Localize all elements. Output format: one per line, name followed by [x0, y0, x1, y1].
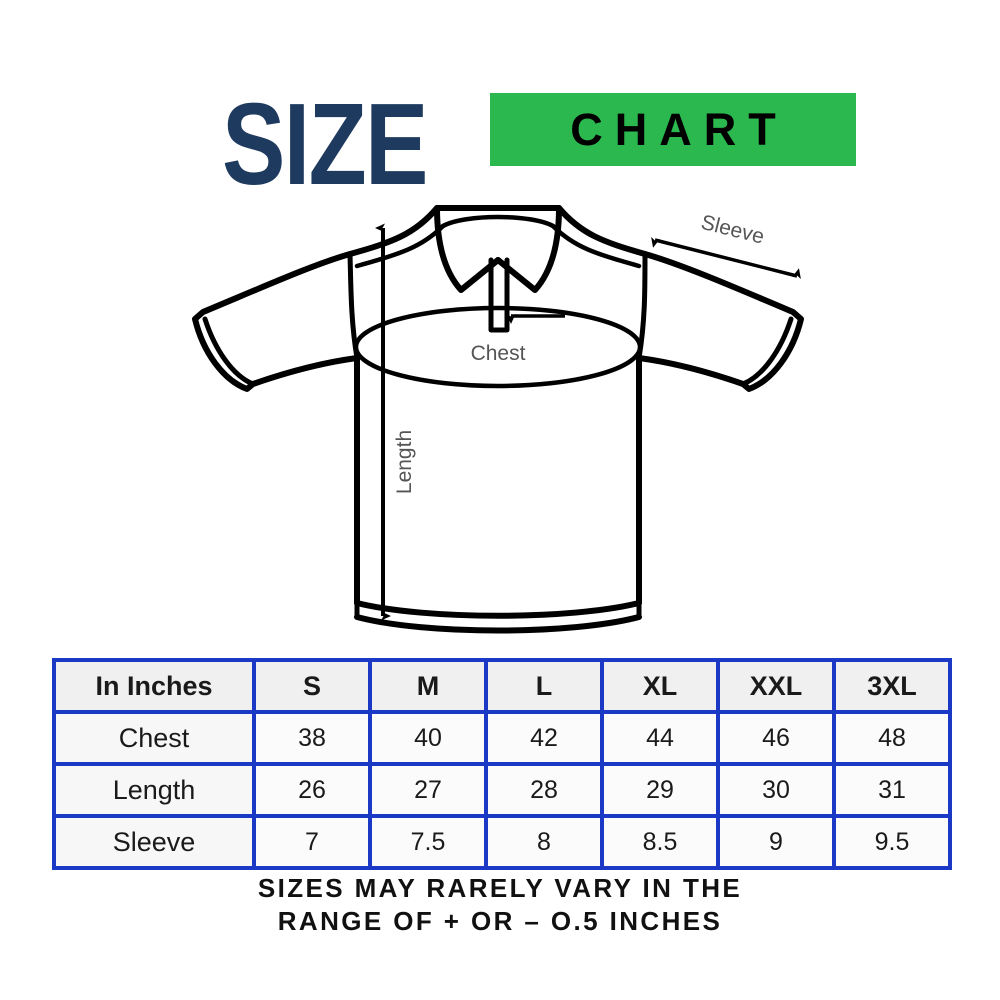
header-cell-size-xxl: XXL	[716, 658, 836, 714]
cell-sleeve-s: 7	[252, 814, 372, 870]
row-label-length: Length	[52, 762, 256, 818]
header-cell-size-m: M	[368, 658, 488, 714]
cell-sleeve-xl: 8.5	[600, 814, 720, 870]
table-row: Sleeve 7 7.5 8 8.5 9 9.5	[52, 814, 952, 870]
cell-sleeve-xxl: 9	[716, 814, 836, 870]
size-table-container: In Inches S M L XL XXL 3XL Chest 38 40 4…	[52, 658, 952, 870]
cell-chest-m: 40	[368, 710, 488, 766]
cell-length-xxl: 30	[716, 762, 836, 818]
row-label-sleeve: Sleeve	[52, 814, 256, 870]
chest-measure-ellipse	[353, 305, 643, 389]
left-shoulder-top	[347, 205, 440, 257]
length-label: Length	[393, 430, 416, 494]
disclaimer-line-2: RANGE OF + OR – O.5 INCHES	[277, 906, 723, 936]
shirt-outline-svg: Chest Length Sleeve	[192, 205, 804, 634]
title-chart-banner: CHART	[490, 93, 856, 166]
table-header-row: In Inches S M L XL XXL 3XL	[52, 658, 952, 714]
cell-chest-xxl: 46	[716, 710, 836, 766]
collar-left-point	[434, 205, 501, 293]
placket	[488, 257, 510, 333]
right-shoulder-top	[556, 205, 648, 257]
cell-sleeve-m: 7.5	[368, 814, 488, 870]
cell-sleeve-l: 8	[484, 814, 604, 870]
left-cuff-hem	[202, 316, 256, 387]
collar-right-point	[495, 205, 562, 293]
neckline-curve	[440, 214, 556, 229]
cell-chest-3xl: 48	[832, 710, 952, 766]
cell-chest-s: 38	[252, 710, 372, 766]
sleeve-arrow	[651, 236, 801, 280]
left-sleeve-outline	[192, 251, 360, 392]
table-row: Chest 38 40 42 44 46 48	[52, 710, 952, 766]
title-chart-word: CHART	[570, 104, 788, 155]
row-label-chest: Chest	[52, 710, 256, 766]
cell-chest-xl: 44	[600, 710, 720, 766]
header-cell-unit: In Inches	[52, 658, 256, 714]
sleeve-label: Sleeve	[699, 211, 767, 249]
chest-label: Chest	[471, 342, 526, 365]
disclaimer-note: SIZES MAY RARELY VARY IN THE RANGE OF + …	[0, 872, 1000, 938]
header-cell-size-s: S	[252, 658, 372, 714]
cell-length-xl: 29	[600, 762, 720, 818]
bottom-hem-inner	[354, 614, 642, 634]
title-size-word: SIZE	[222, 79, 428, 209]
table-row: Length 26 27 28 29 30 31	[52, 762, 952, 818]
cell-chest-l: 42	[484, 710, 604, 766]
size-table: In Inches S M L XL XXL 3XL Chest 38 40 4…	[52, 658, 952, 870]
cell-length-s: 26	[252, 762, 372, 818]
cell-length-l: 28	[484, 762, 604, 818]
right-cuff-hem	[740, 316, 794, 387]
header-cell-size-xl: XL	[600, 658, 720, 714]
cell-length-3xl: 31	[832, 762, 952, 818]
right-sleeve-outline	[636, 251, 804, 392]
header-cell-size-l: L	[484, 658, 604, 714]
bottom-hem-outer	[354, 600, 642, 619]
cell-length-m: 27	[368, 762, 488, 818]
page-title: SIZE CHART	[0, 42, 1000, 202]
disclaimer-line-1: SIZES MAY RARELY VARY IN THE	[257, 873, 743, 903]
cell-sleeve-3xl: 9.5	[832, 814, 952, 870]
polo-shirt-diagram: Chest Length Sleeve	[175, 192, 825, 647]
header-cell-size-3xl: 3XL	[832, 658, 952, 714]
